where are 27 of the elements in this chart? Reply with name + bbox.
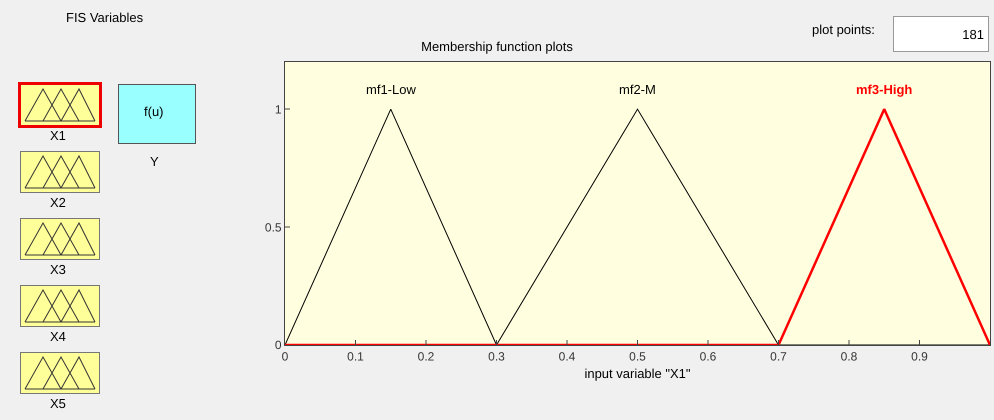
text: f(u): [144, 104, 164, 119]
text: 181: [893, 16, 989, 52]
text: X3: [50, 262, 66, 277]
x-tick-label: 0.7: [770, 349, 788, 364]
y-tick-label: 1: [274, 102, 282, 116]
x-tick-label: 0.8: [840, 349, 858, 364]
text: X4: [50, 329, 66, 344]
x-tick-label: 0.6: [700, 349, 717, 364]
chart-title: Membership function plots: [421, 39, 574, 54]
series-label: mf3-High: [856, 82, 912, 97]
x-tick-label: 0.9: [911, 349, 928, 364]
series-label: mf2-M: [619, 82, 656, 97]
x-axis-title: input variable "X1": [584, 366, 691, 381]
x-tick-label: 0.2: [418, 349, 435, 364]
text: X2: [50, 195, 66, 210]
text: Y: [150, 154, 159, 169]
x-tick-label: 0.4: [558, 349, 576, 364]
text: plot points:: [812, 22, 875, 37]
x-tick-label: 0.3: [488, 349, 506, 364]
series-label: mf1-Low: [366, 82, 416, 97]
text: FIS Variables: [66, 10, 144, 25]
x-tick-label: 0.1: [347, 349, 364, 364]
y-tick-label: 0: [274, 338, 282, 352]
y-tick-label: 0.5: [264, 220, 282, 234]
text: X5: [50, 396, 66, 411]
text: X1: [50, 128, 66, 143]
x-tick-label: 0.5: [629, 349, 646, 364]
